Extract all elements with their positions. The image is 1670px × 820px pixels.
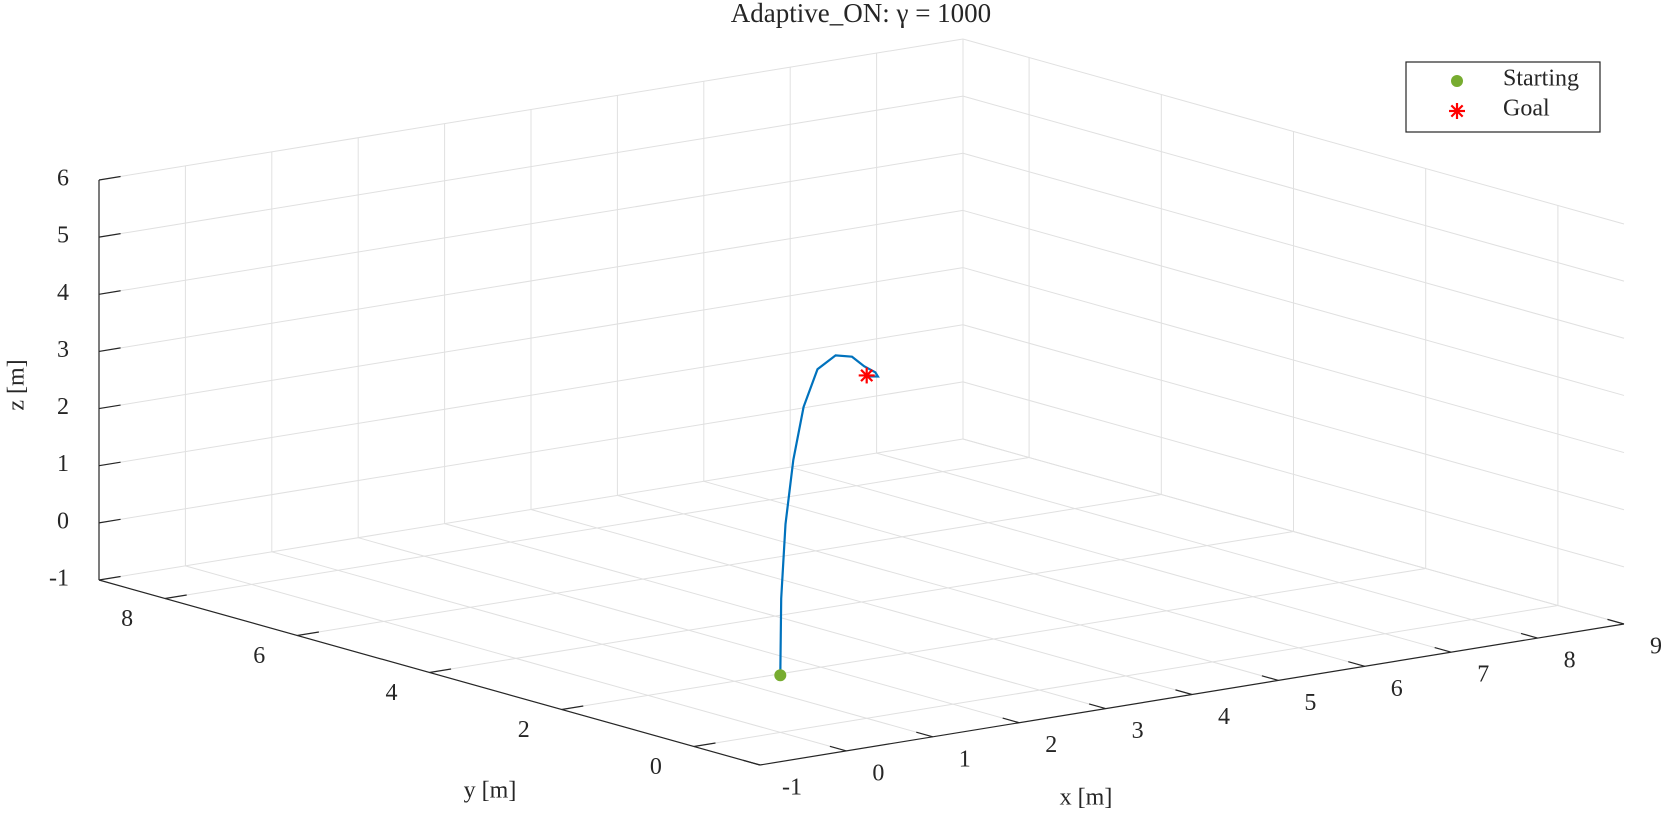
x-tick-label: -1: [782, 775, 802, 801]
y-axis-label: y [m]: [464, 778, 517, 804]
z-tick-label: 6: [57, 166, 69, 192]
x-tick-label: 1: [959, 746, 971, 772]
grid-line: [962, 267, 1625, 454]
z-tick-label: 0: [57, 508, 69, 534]
y-tick-label: 0: [650, 754, 662, 780]
y-tick: [429, 668, 452, 674]
z-tick-label: 1: [57, 451, 69, 477]
x-tick: [1520, 632, 1538, 639]
y-tick-label: 8: [121, 606, 133, 632]
x-tick: [916, 731, 933, 738]
z-tick: [98, 404, 121, 410]
z-tick-label: 5: [57, 223, 69, 249]
x-tick: [1088, 703, 1106, 710]
x-axis-label: x [m]: [1060, 785, 1113, 811]
x-tick: [1434, 646, 1452, 653]
grid-line: [297, 494, 1162, 636]
grid-line: [693, 605, 1558, 747]
z-tick-label: 4: [57, 280, 69, 306]
z-tick: [98, 575, 121, 581]
x-tick-label: 9: [1650, 634, 1662, 660]
grid-line: [98, 324, 964, 467]
goal-marker: [858, 367, 875, 384]
grid-line: [98, 209, 964, 352]
grid-line: [962, 324, 1625, 511]
x-tick: [1261, 675, 1279, 681]
grid-line: [962, 95, 1625, 282]
trajectory-line: [779, 354, 880, 676]
grid-line: [98, 267, 964, 410]
goal-marker-stroke: [860, 369, 874, 382]
y-tick-label: 4: [386, 680, 398, 706]
z-tick: [98, 347, 121, 353]
y-tick-label: 6: [253, 643, 265, 669]
goal-marker: [1449, 103, 1465, 119]
grid-line: [98, 152, 964, 295]
x-tick-label: 0: [872, 760, 884, 786]
z-tick: [98, 175, 121, 181]
z-tick: [98, 290, 121, 295]
x-tick-label: 4: [1218, 704, 1230, 730]
x-tick-label: 3: [1132, 718, 1144, 744]
grid-line: [962, 381, 1625, 568]
x-tick: [1175, 689, 1193, 696]
grid-line: [98, 381, 964, 524]
x-tick: [1002, 717, 1020, 724]
grid-line: [962, 438, 1625, 625]
z-tick-label: 3: [57, 337, 69, 363]
start-marker: [774, 669, 787, 682]
legend-label: Starting: [1503, 66, 1579, 92]
grid-line: [561, 568, 1426, 710]
legend-box: [1405, 61, 1601, 133]
x-tick-label: 2: [1045, 732, 1057, 758]
z-tick-label: -1: [49, 566, 69, 592]
x-tick-label: 5: [1304, 690, 1316, 716]
z-axis-label: z [m]: [4, 359, 30, 410]
y-tick: [561, 705, 584, 711]
y-tick: [693, 742, 716, 748]
x-tick: [1348, 661, 1365, 667]
z-tick: [98, 518, 121, 524]
grid-line: [165, 457, 1030, 599]
goal-marker-stroke: [1450, 104, 1464, 118]
grid-line: [962, 152, 1625, 339]
z-tick: [98, 233, 121, 238]
y-tick: [297, 631, 319, 637]
grid-line: [429, 531, 1294, 673]
x-tick: [829, 745, 847, 752]
z-tick-label: 2: [57, 394, 69, 420]
grid-line: [98, 95, 964, 238]
y-tick: [165, 594, 187, 600]
z-tick: [98, 461, 121, 467]
legend-label: Goal: [1503, 96, 1550, 122]
x-tick-label: 8: [1564, 648, 1576, 674]
x-tick: [743, 759, 761, 766]
grid-line: [962, 209, 1625, 396]
grid-line: [98, 38, 964, 181]
x-tick: [1607, 618, 1625, 625]
y-tick-label: 2: [518, 717, 530, 743]
x-tick-label: 6: [1391, 676, 1403, 702]
grid-line: [98, 438, 964, 581]
grid-line: [962, 38, 1625, 225]
chart-title: Adaptive_ON: γ = 1000: [731, 0, 991, 28]
legend-swatch: [1451, 75, 1463, 87]
x-tick-label: 7: [1477, 662, 1489, 688]
